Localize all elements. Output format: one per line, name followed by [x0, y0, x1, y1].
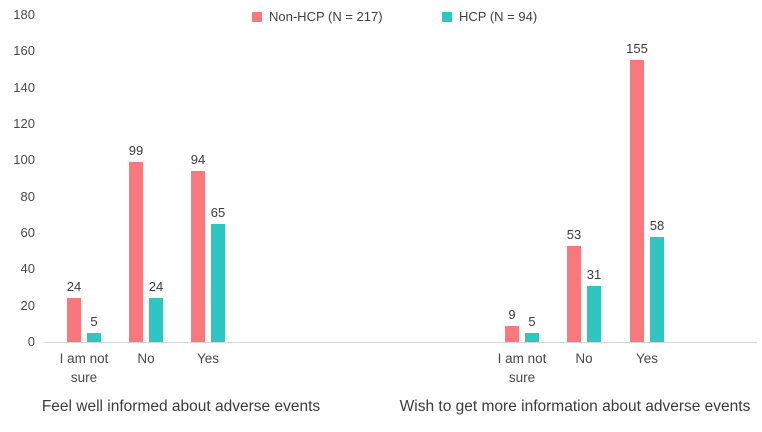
- y-tick-label-100: 100: [13, 152, 35, 168]
- bar-value-label: 94: [190, 152, 206, 167]
- bar-value-label: 58: [649, 218, 665, 233]
- legend-label-non-hcp: Non-HCP (N = 217): [269, 9, 383, 24]
- y-tick-label-20: 20: [20, 297, 35, 313]
- legend-label-hcp: HCP (N = 94): [459, 9, 538, 24]
- legend-swatch-hcp: [442, 11, 452, 22]
- bar-value-label: 53: [566, 227, 582, 242]
- y-tick-label-140: 140: [13, 79, 35, 95]
- bar-non-hcp: [129, 162, 143, 342]
- bar-hcp: [211, 224, 225, 342]
- bar-value-label: 5: [90, 314, 98, 329]
- category-label: Yes: [196, 351, 220, 366]
- y-tick-label-120: 120: [13, 116, 35, 131]
- bar-value-label: 65: [210, 205, 226, 220]
- y-tick-label-60: 60: [20, 225, 35, 240]
- legend-item-hcp: HCP (N = 94): [442, 9, 537, 24]
- y-tick-label-0: 0: [27, 334, 35, 349]
- category-label: No: [137, 351, 155, 366]
- bar-value-label: 31: [586, 267, 602, 282]
- bar-value-label: 155: [626, 41, 648, 56]
- category-label: I am not sure: [59, 351, 109, 385]
- x-axis-line: [44, 342, 757, 343]
- legend-swatch-non-hcp: [252, 11, 262, 22]
- bar-hcp: [525, 333, 539, 342]
- bar-value-label: 99: [128, 143, 144, 158]
- bar-hcp: [587, 286, 601, 342]
- group-title-wish-more-info: Wish to get more information about adver…: [399, 398, 751, 415]
- y-tick-label-180: 180: [13, 7, 35, 22]
- y-tick-label-80: 80: [20, 188, 35, 204]
- bar-non-hcp: [630, 60, 644, 342]
- bar-hcp: [87, 333, 101, 342]
- legend-item-non-hcp: Non-HCP (N = 217): [252, 9, 383, 24]
- bar-non-hcp: [191, 171, 205, 342]
- bar-value-label: 24: [66, 279, 82, 294]
- bar-value-label: 9: [508, 307, 516, 322]
- bar-non-hcp: [567, 246, 581, 342]
- bar-value-label: 24: [148, 279, 164, 294]
- category-label: Yes: [635, 351, 659, 366]
- bar-value-label: 5: [528, 314, 536, 329]
- group-title-feel-informed: Feel well informed about adverse events: [41, 398, 321, 415]
- bar-hcp: [650, 237, 664, 342]
- category-label: No: [575, 351, 593, 366]
- chart-legend: Non-HCP (N = 217) HCP (N = 94): [0, 9, 762, 31]
- y-tick-label-160: 160: [13, 43, 35, 59]
- bar-hcp: [149, 298, 163, 342]
- y-tick-label-40: 40: [20, 261, 35, 277]
- bar-non-hcp: [67, 298, 81, 342]
- bar-non-hcp: [505, 326, 519, 342]
- category-label: I am not sure: [497, 351, 547, 385]
